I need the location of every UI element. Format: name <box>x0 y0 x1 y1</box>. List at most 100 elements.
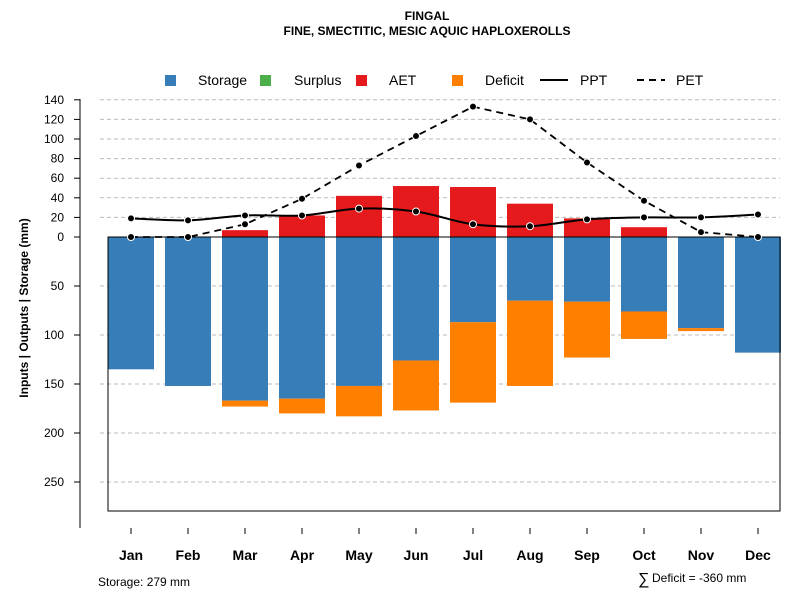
y-axis: 0 20 40 60 80 100 120 140 50 100 150 200 250 <box>44 93 81 528</box>
aet-bar <box>450 187 496 237</box>
x-tick-label: Aug <box>516 547 543 563</box>
storage-bar <box>393 237 439 361</box>
ppt-point <box>697 213 705 222</box>
y-tick-label: 80 <box>51 152 65 166</box>
storage-bar <box>678 237 724 329</box>
deficit-bar <box>621 311 667 339</box>
y-tick-label: 200 <box>44 426 64 440</box>
deficit-bar <box>279 398 325 414</box>
legend-swatch-storage <box>165 75 176 86</box>
legend-swatch-aet <box>356 75 367 86</box>
deficit-bar <box>222 400 268 407</box>
chart-title: FINGAL <box>405 9 450 23</box>
deficit-bar <box>564 301 610 358</box>
ppt-point <box>184 216 192 225</box>
ppt-point <box>583 215 591 224</box>
pet-line <box>131 105 759 238</box>
pet-point <box>241 220 249 229</box>
storage-bar <box>108 237 154 370</box>
legend: Storage Surplus AET Deficit PPT PET <box>165 72 704 88</box>
pet-point <box>412 132 420 141</box>
legend-label-storage: Storage <box>198 72 247 88</box>
ppt-point <box>640 213 648 222</box>
legend-swatch-surplus <box>260 75 271 86</box>
sum-icon: ∑ <box>638 571 649 588</box>
pet-point <box>469 102 477 111</box>
legend-label-pet: PET <box>676 72 704 88</box>
ppt-point <box>127 214 135 223</box>
x-tick-label: Jul <box>463 547 483 563</box>
storage-bar <box>507 237 553 301</box>
x-axis: Jan Feb Mar Apr May Jun Jul Aug Sep Oct Nov Dec <box>119 528 771 563</box>
pet-point <box>526 115 534 124</box>
y-tick-label: 140 <box>44 93 64 107</box>
series-lines <box>127 102 762 241</box>
storage-bar <box>336 237 382 386</box>
storage-bar <box>165 237 211 386</box>
legend-swatch-deficit <box>452 75 463 86</box>
storage-bar <box>735 237 781 353</box>
pet-point <box>298 194 306 203</box>
pet-point <box>697 228 705 237</box>
y-tick-label: 100 <box>44 132 64 146</box>
y-tick-label: 120 <box>44 112 64 126</box>
bars <box>108 186 781 417</box>
deficit-bar <box>393 360 439 411</box>
x-tick-label: Apr <box>290 547 315 563</box>
legend-label-deficit: Deficit <box>485 72 524 88</box>
storage-bar <box>621 237 667 312</box>
legend-label-aet: AET <box>389 72 417 88</box>
aet-bar <box>336 195 382 237</box>
x-tick-label: Jan <box>119 547 143 563</box>
pet-point <box>355 161 363 170</box>
ppt-point <box>526 222 534 231</box>
x-tick-label: Mar <box>233 547 258 563</box>
pet-point <box>583 158 591 167</box>
storage-footer: Storage: 279 mm <box>98 575 190 589</box>
ppt-point <box>298 211 306 220</box>
aet-bar <box>564 218 610 237</box>
ppt-point <box>754 210 762 219</box>
deficit-footer: Deficit = -360 mm <box>652 571 746 585</box>
aet-bar <box>507 203 553 237</box>
pet-point <box>127 233 135 241</box>
chart-subtitle: FINE, SMECTITIC, MESIC AQUIC HAPLOXEROLL… <box>284 24 571 38</box>
deficit-bar <box>450 322 496 403</box>
storage-bar <box>450 237 496 323</box>
storage-bar <box>279 237 325 399</box>
pet-point <box>184 233 192 241</box>
ppt-point <box>355 204 363 213</box>
pet-point <box>640 196 648 205</box>
deficit-bar <box>507 300 553 386</box>
x-tick-label: Jun <box>404 547 429 563</box>
x-tick-label: Nov <box>688 547 715 563</box>
y-tick-label: 60 <box>51 171 65 185</box>
ppt-point <box>412 207 420 216</box>
x-tick-label: Oct <box>632 547 656 563</box>
pet-point <box>754 233 762 241</box>
legend-label-ppt: PPT <box>580 72 608 88</box>
y-tick-label: 150 <box>44 377 64 391</box>
ppt-point <box>469 220 477 229</box>
y-tick-label: 100 <box>44 328 64 342</box>
x-tick-label: May <box>345 547 372 563</box>
x-tick-label: Feb <box>176 547 201 563</box>
x-tick-label: Sep <box>574 547 600 563</box>
y-tick-label: 50 <box>51 279 65 293</box>
deficit-bar <box>678 328 724 332</box>
legend-label-surplus: Surplus <box>294 72 341 88</box>
ppt-point <box>241 211 249 220</box>
storage-bar <box>222 237 268 401</box>
y-tick-label: 20 <box>51 210 65 224</box>
storage-bar <box>564 237 610 302</box>
y-tick-label: 40 <box>51 191 65 205</box>
y-tick-label: 250 <box>44 475 64 489</box>
aet-bar <box>222 230 268 237</box>
ppt-line <box>130 207 759 228</box>
y-axis-label: Inputs | Outputs | Storage (mm) <box>17 218 31 397</box>
deficit-bar <box>336 385 382 417</box>
aet-bar <box>279 215 325 237</box>
aet-bar <box>621 227 667 237</box>
y-tick-label: 0 <box>57 230 64 244</box>
